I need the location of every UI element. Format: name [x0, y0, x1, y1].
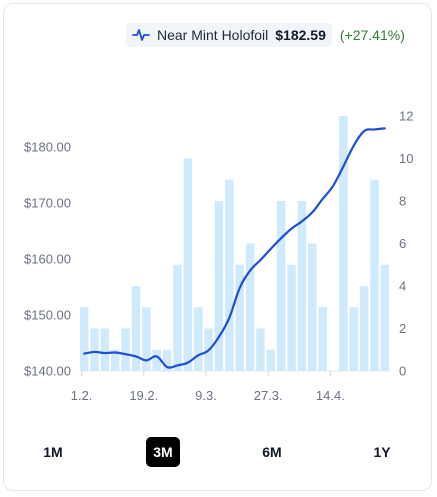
volume-bar[interactable]	[79, 307, 89, 371]
range-button-1m[interactable]: 1M	[36, 437, 70, 467]
volume-bar[interactable]	[225, 179, 234, 371]
volume-bar[interactable]	[131, 286, 141, 371]
volume-bar[interactable]	[287, 264, 296, 371]
legend-price: $182.59	[275, 27, 326, 43]
price-tick-label: $170.00	[24, 195, 71, 210]
count-axis: 0 2 4 6 8 10 12	[399, 109, 413, 379]
volume-bar[interactable]	[266, 349, 276, 371]
volume-bar[interactable]	[245, 243, 255, 372]
chart-legend[interactable]: Near Mint Holofoil $182.59 (+27.41%)	[126, 23, 405, 47]
date-tick-label: 1.2.	[71, 388, 93, 403]
volume-bar[interactable]	[349, 307, 358, 371]
date-tick-label: 9.3.	[195, 388, 217, 403]
volume-bar[interactable]	[183, 158, 193, 372]
count-tick-label: 12	[399, 109, 413, 124]
volume-bar[interactable]	[193, 307, 203, 371]
date-axis: 1.2. 19.2. 9.3. 27.3. 14.4.	[71, 388, 345, 403]
range-button-1y[interactable]: 1Y	[365, 437, 399, 467]
count-tick-label: 0	[399, 364, 406, 379]
volume-bar[interactable]	[100, 328, 110, 372]
price-tick-label: $150.00	[24, 307, 71, 322]
volume-bar[interactable]	[142, 307, 151, 371]
x-axis-gridlines	[81, 371, 331, 376]
volume-bar[interactable]	[90, 328, 99, 372]
count-tick-label: 2	[399, 321, 406, 336]
legend-series-toggle[interactable]: Near Mint Holofoil $182.59	[126, 23, 332, 47]
price-tick-label: $140.00	[24, 364, 71, 379]
volume-bar[interactable]	[318, 307, 327, 371]
count-tick-label: 8	[399, 194, 406, 209]
volume-bar[interactable]	[121, 328, 130, 372]
count-tick-label: 6	[399, 236, 406, 251]
volume-bar[interactable]	[339, 116, 348, 371]
volume-bar[interactable]	[214, 201, 224, 371]
volume-bar[interactable]	[359, 286, 369, 371]
range-button-3m[interactable]: 3M	[146, 437, 180, 467]
date-tick-label: 19.2.	[129, 388, 158, 403]
volume-bars	[79, 116, 390, 372]
line-chart-icon	[132, 29, 150, 41]
volume-bar[interactable]	[111, 349, 120, 371]
volume-bar[interactable]	[370, 179, 379, 371]
price-chart: $140.00 $150.00 $160.00 $170.00 $180.00 0 2 4 6…	[24, 109, 413, 404]
date-tick-label: 27.3.	[254, 388, 283, 403]
volume-bar[interactable]	[152, 349, 162, 371]
range-button-6m[interactable]: 6M	[255, 437, 289, 467]
volume-bar[interactable]	[276, 201, 286, 371]
price-line	[83, 127, 386, 369]
volume-bar[interactable]	[256, 328, 265, 372]
volume-bar[interactable]	[235, 264, 244, 371]
legend-change: (+27.41%)	[339, 27, 405, 43]
volume-bar[interactable]	[162, 349, 172, 371]
date-tick-label: 14.4.	[316, 388, 345, 403]
price-tick-label: $180.00	[24, 139, 71, 154]
volume-bar[interactable]	[173, 264, 182, 371]
volume-bar[interactable]	[297, 201, 307, 371]
volume-bar[interactable]	[380, 264, 390, 371]
volume-bar[interactable]	[308, 243, 317, 372]
price-axis: $140.00 $150.00 $160.00 $170.00 $180.00	[24, 139, 71, 378]
legend-label: Near Mint Holofoil	[157, 27, 269, 43]
price-tick-label: $160.00	[24, 251, 71, 266]
count-tick-label: 10	[399, 151, 413, 166]
count-tick-label: 4	[399, 279, 406, 294]
